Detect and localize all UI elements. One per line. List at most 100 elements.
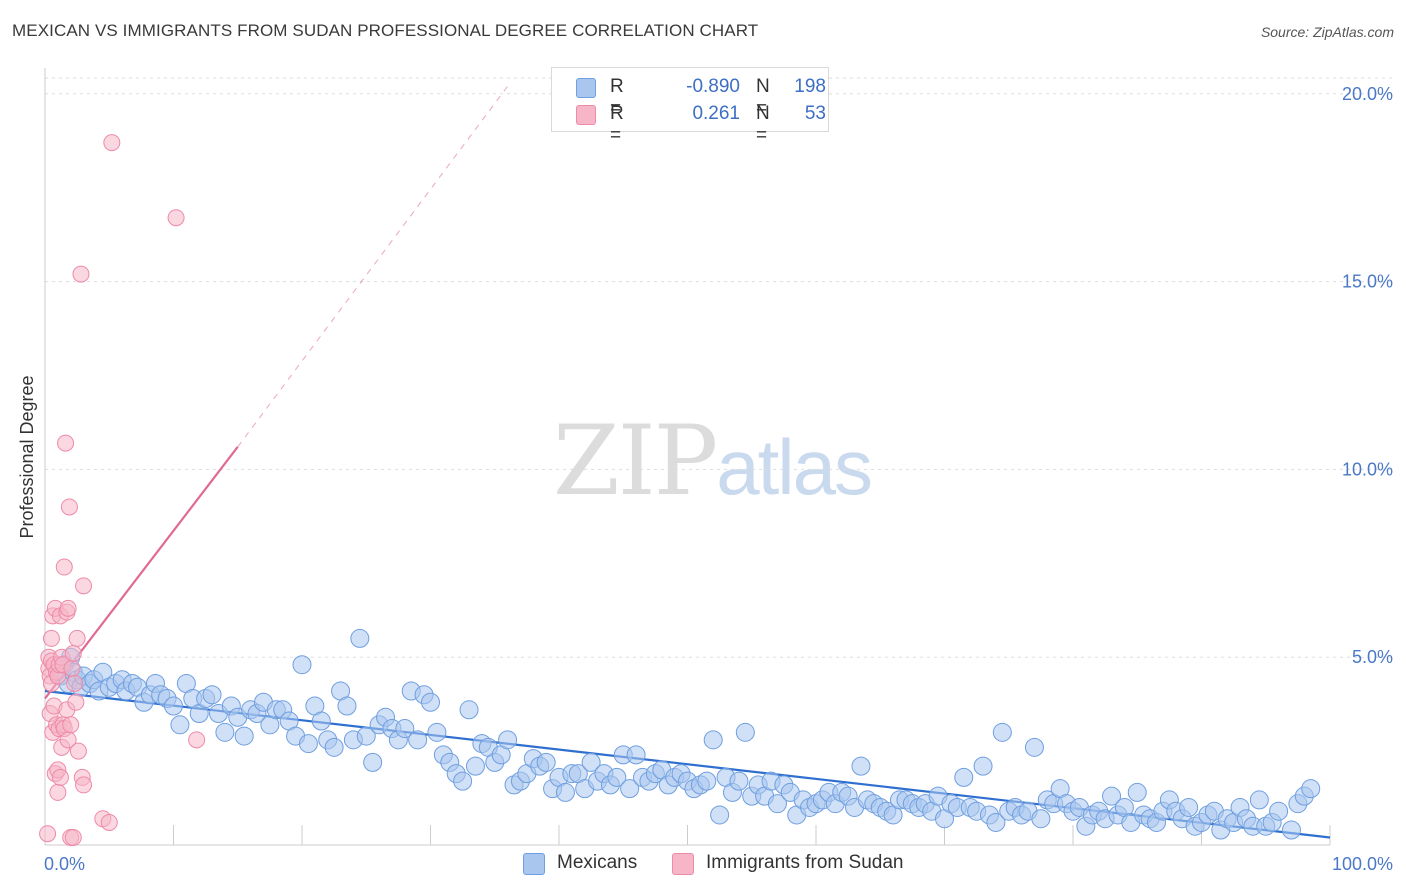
point-mexicans [1301,779,1321,799]
point-mexicans [337,696,357,716]
point-mexicans [992,722,1012,742]
point-mexicans [427,722,447,742]
grid-lines [45,77,1395,658]
trend-line-sudan-extension [237,85,509,448]
y-tick-label: 10.0% [1342,459,1393,479]
point-sudan [57,434,75,452]
legend-r-value: -0.890 [686,76,740,97]
point-sudan [100,813,118,831]
point-mexicans [729,771,749,791]
point-mexicans [356,726,376,746]
bottom-legend-swatch-mexicans [523,853,545,875]
x-tick-label: 100.0% [1332,854,1393,874]
point-mexicans [324,737,344,757]
point-mexicans [1031,809,1051,829]
legend-swatch-sudan [576,105,596,125]
point-mexicans [1024,737,1044,757]
point-sudan [63,659,81,677]
point-mexicans [626,745,646,765]
point-mexicans [1281,820,1301,840]
bottom-legend-label: Mexicans [557,852,638,873]
bottom-legend-swatch-sudan [672,853,694,875]
point-mexicans [1249,790,1269,810]
point-mexicans [202,685,222,705]
point-mexicans [298,734,318,754]
legend-n-label: N = [756,76,770,119]
point-mexicans [498,730,518,750]
watermark-atlas: atlas [716,423,873,511]
point-mexicans [851,756,871,776]
point-sudan [60,498,78,516]
legend-r-value: 0.261 [692,103,740,124]
legend-n-value: 198 [794,76,826,97]
legend-r-label: R = [610,103,624,146]
point-sudan [69,742,87,760]
point-mexicans [620,779,640,799]
point-sudan [64,644,82,662]
series-sudan-points [39,134,206,846]
legend-swatch-mexicans [576,78,596,98]
point-mexicans [234,726,254,746]
point-sudan [62,716,80,734]
bottom-legend-label: Immigrants from Sudan [706,852,904,873]
point-mexicans [170,715,190,735]
point-mexicans [710,805,730,825]
source-credit: Source: ZipAtlas.com [1260,24,1394,40]
point-mexicans [164,696,183,716]
point-mexicans [421,692,440,712]
axes [44,68,1331,846]
legend-n-label: N = [756,103,770,146]
y-tick-label: 5.0% [1352,647,1393,667]
series-mexicans-points [50,628,1321,840]
point-mexicans [459,700,479,720]
point-sudan [59,599,77,617]
point-mexicans [292,655,312,675]
point-sudan [167,209,185,227]
point-mexicans [703,730,723,750]
point-sudan [75,577,93,595]
y-axis-label: Professional Degree [17,375,37,538]
point-sudan [64,828,82,846]
point-mexicans [581,752,601,772]
point-mexicans [350,628,370,648]
watermark-zip: ZIP [553,405,718,517]
point-mexicans [555,782,575,802]
legend-r-label: R = [610,76,624,119]
point-sudan [68,629,86,647]
point-sudan [103,134,121,152]
point-sudan [75,776,93,794]
point-sudan [188,731,206,749]
point-sudan [72,265,90,283]
point-sudan [51,768,69,786]
point-mexicans [1179,797,1199,817]
point-mexicans [215,722,235,742]
correlation-legend: R = -0.890 N = 198 R = 0.261 N = 53 [551,67,829,146]
chart-title: MEXICAN VS IMMIGRANTS FROM SUDAN PROFESS… [12,21,759,40]
point-mexicans [395,719,415,739]
point-mexicans [954,767,974,787]
point-sudan [66,674,84,692]
y-tick-label: 15.0% [1342,272,1393,292]
point-mexicans [767,794,787,814]
point-sudan [39,825,57,843]
point-mexicans [607,767,627,787]
point-sudan [42,629,60,647]
point-mexicans [1127,782,1147,802]
point-mexicans [735,722,755,742]
x-tick-label: 0.0% [44,854,85,874]
point-mexicans [1102,786,1122,806]
point-sudan [55,558,73,576]
point-mexicans [363,752,383,772]
point-mexicans [408,730,428,750]
point-mexicans [1269,801,1289,821]
y-tick-label: 20.0% [1342,84,1393,104]
point-mexicans [311,711,331,731]
point-mexicans [973,756,993,776]
tick-labels: 5.0% 10.0% 15.0% 20.0% 0.0% 100.0% [44,84,1393,874]
point-sudan [67,693,85,711]
watermark: ZIPatlas [553,405,873,517]
point-mexicans [986,812,1006,832]
point-mexicans [465,756,485,776]
point-mexicans [536,752,556,772]
